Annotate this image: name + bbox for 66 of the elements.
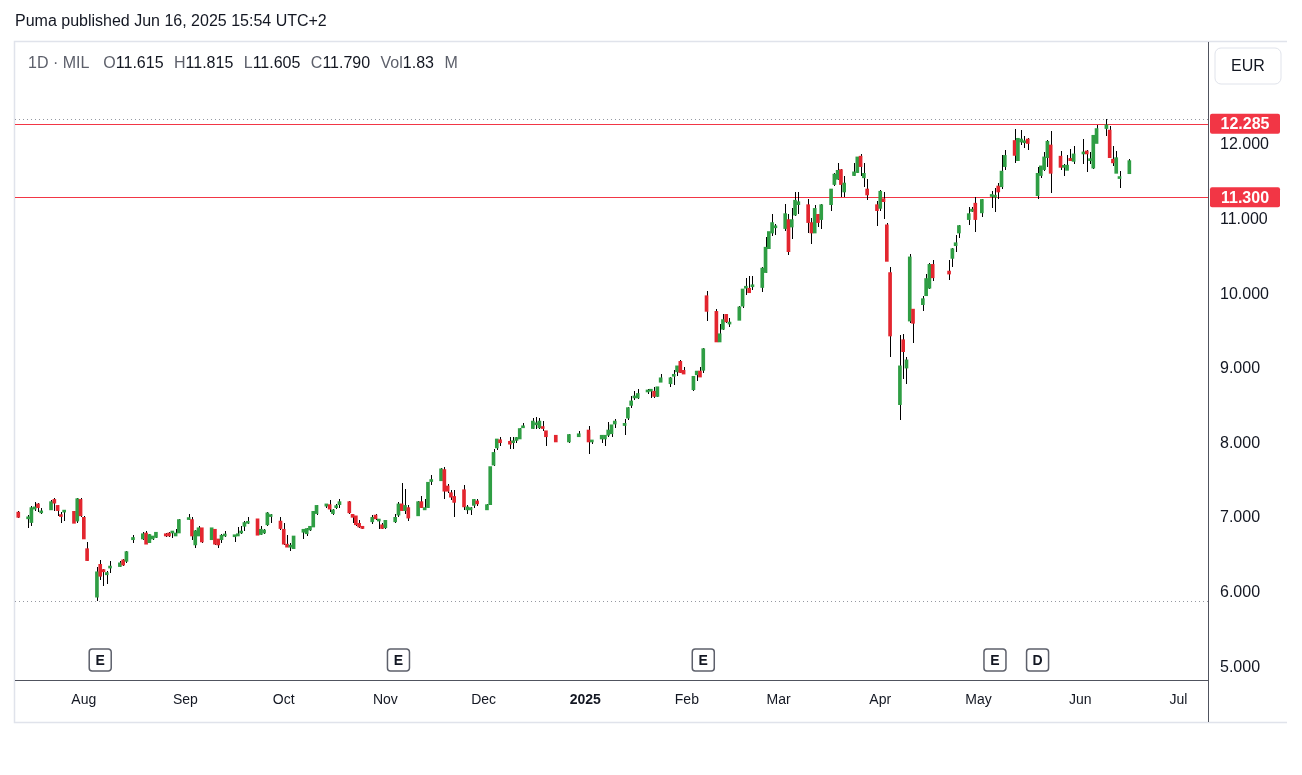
y-tick-label: 7.000 bbox=[1220, 508, 1261, 526]
x-tick-label: Mar bbox=[766, 691, 792, 708]
x-tick-label: Jul bbox=[1169, 691, 1188, 708]
candlestick bbox=[855, 156, 860, 174]
x-tick-label: Oct bbox=[272, 691, 295, 708]
ref-line-label: 12.285 bbox=[1220, 115, 1270, 133]
candlestick bbox=[75, 497, 80, 524]
candlestick bbox=[1016, 137, 1020, 162]
x-tick-label: Sep bbox=[172, 691, 199, 708]
candlestick bbox=[262, 528, 266, 535]
x-tick-label: Apr bbox=[869, 691, 892, 708]
candlestick bbox=[304, 527, 309, 537]
candlestick bbox=[154, 531, 158, 539]
candlestick bbox=[494, 438, 499, 451]
ref-line-label: 11.300 bbox=[1220, 188, 1270, 206]
y-tick-label: 6.000 bbox=[1220, 583, 1261, 601]
y-tick-label: 8.000 bbox=[1220, 433, 1261, 451]
y-tick-label: 12.000 bbox=[1220, 135, 1270, 153]
candlestick bbox=[517, 427, 522, 440]
candlestick bbox=[199, 527, 204, 544]
candlestick bbox=[347, 500, 352, 515]
candlestick bbox=[370, 514, 375, 525]
annotation: E bbox=[698, 651, 708, 668]
text: 1D · MIL bbox=[28, 54, 90, 72]
candlestick bbox=[475, 498, 479, 507]
candlestick bbox=[737, 305, 742, 321]
candlestick bbox=[334, 503, 339, 510]
candlestick bbox=[439, 467, 443, 482]
candlestick bbox=[678, 359, 683, 374]
candlestick bbox=[177, 518, 181, 534]
candlestick bbox=[213, 528, 217, 546]
annotation: E bbox=[990, 651, 1000, 668]
candlestick bbox=[553, 434, 558, 443]
candlestick bbox=[724, 313, 729, 324]
candlestick bbox=[488, 466, 493, 506]
x-tick-label: Dec bbox=[471, 691, 497, 708]
annotation: D bbox=[1032, 651, 1043, 668]
x-tick-label: May bbox=[965, 691, 992, 708]
x-tick-label: 2025 bbox=[569, 691, 602, 708]
x-tick-label: Feb bbox=[674, 691, 700, 708]
y-axis-title: EUR bbox=[1231, 57, 1265, 75]
candlestick bbox=[380, 522, 384, 530]
candlestick bbox=[72, 510, 76, 524]
candlestick bbox=[16, 510, 21, 519]
candlestick bbox=[121, 558, 125, 567]
candlestick bbox=[49, 499, 53, 511]
candlestick bbox=[354, 515, 358, 527]
text: Puma published Jun 16, 2025 15:54 UTC+2 bbox=[15, 12, 327, 30]
candlestick bbox=[416, 500, 420, 517]
text: O11.615 H11.815 L11.605 C11.790 Vol1.83 M bbox=[103, 54, 458, 72]
y-tick-label: 10.000 bbox=[1220, 284, 1270, 302]
candlestick bbox=[167, 531, 171, 538]
y-tick-label: 9.000 bbox=[1220, 359, 1261, 377]
candlestick bbox=[144, 530, 148, 545]
annotation: E bbox=[393, 651, 404, 668]
candlestick bbox=[426, 481, 430, 509]
annotation: E bbox=[95, 651, 105, 668]
candlestick bbox=[331, 508, 335, 516]
candlestick bbox=[884, 222, 889, 262]
y-tick-label: 5.000 bbox=[1220, 657, 1261, 675]
y-tick-label: 11.000 bbox=[1220, 210, 1268, 227]
x-tick-label: Nov bbox=[372, 691, 398, 708]
candlestick bbox=[567, 433, 571, 444]
x-tick-label: Jun bbox=[1068, 691, 1092, 708]
candlestick bbox=[82, 515, 86, 540]
x-tick-label: Aug bbox=[71, 691, 97, 708]
